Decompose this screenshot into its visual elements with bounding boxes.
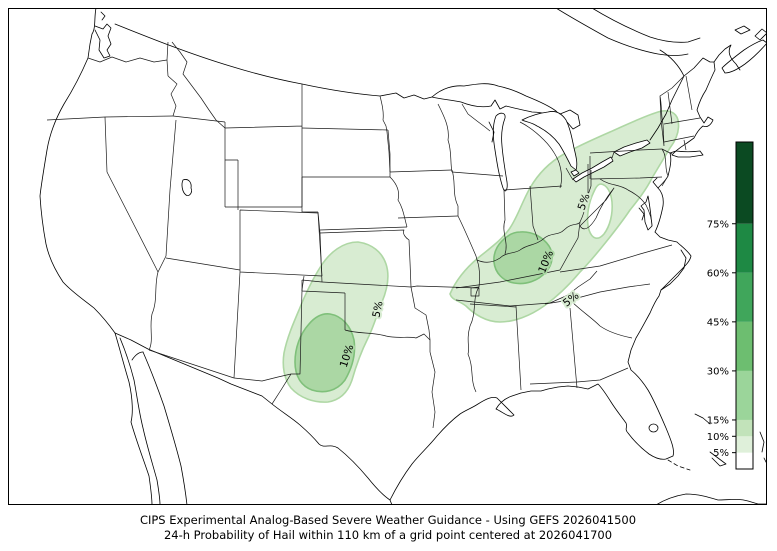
colorbar: 5% 10% 15% 30% 45% 60% 75% bbox=[707, 141, 754, 470]
caption-line-1: CIPS Experimental Analog-Based Severe We… bbox=[140, 513, 636, 527]
colorbar-tick-label: 60% bbox=[707, 268, 729, 279]
contour-10pct-kentucky bbox=[493, 231, 553, 285]
colorbar-segment bbox=[736, 419, 753, 437]
colorbar-tick-label: 45% bbox=[707, 317, 729, 328]
colorbar-outline bbox=[735, 141, 754, 470]
probability-contours bbox=[282, 110, 680, 403]
colorbar-tick-label: 75% bbox=[707, 219, 729, 230]
map-frame bbox=[8, 8, 767, 505]
caption-line-2: 24-h Probability of Hail within 110 km o… bbox=[164, 528, 612, 542]
great-salt-lake bbox=[181, 179, 192, 196]
canada-border bbox=[114, 23, 433, 100]
colorbar-tick-label: 5% bbox=[713, 448, 729, 459]
colorbar-tick-label: 15% bbox=[707, 415, 729, 426]
lake-okeechobee bbox=[648, 423, 659, 433]
lake-st-clair bbox=[570, 169, 580, 177]
contour-10pct-plains bbox=[294, 313, 356, 393]
colorbar-tick-label: 10% bbox=[707, 432, 729, 443]
colorbar-segment bbox=[736, 321, 753, 371]
lake-michigan bbox=[492, 112, 508, 192]
contour-label: 5% bbox=[370, 300, 385, 319]
colorbar-segment bbox=[736, 436, 753, 453]
colorbar-segment bbox=[736, 142, 753, 224]
canada-border-and-lakes bbox=[114, 23, 715, 433]
lake-ontario bbox=[613, 139, 651, 157]
green-bay bbox=[488, 121, 495, 143]
colorbar-segment bbox=[736, 272, 753, 322]
lake-erie bbox=[572, 156, 614, 183]
lake-huron bbox=[521, 111, 578, 171]
colorbar-tick-label: 30% bbox=[707, 366, 729, 377]
georgian-bay bbox=[559, 109, 581, 130]
contour-hole-west-virginia bbox=[586, 183, 613, 239]
colorbar-segment bbox=[736, 452, 753, 469]
us-state-borders bbox=[46, 41, 701, 429]
coastlines bbox=[39, 8, 767, 505]
colorbar-segment bbox=[736, 370, 753, 420]
colorbar-segment bbox=[736, 223, 753, 273]
